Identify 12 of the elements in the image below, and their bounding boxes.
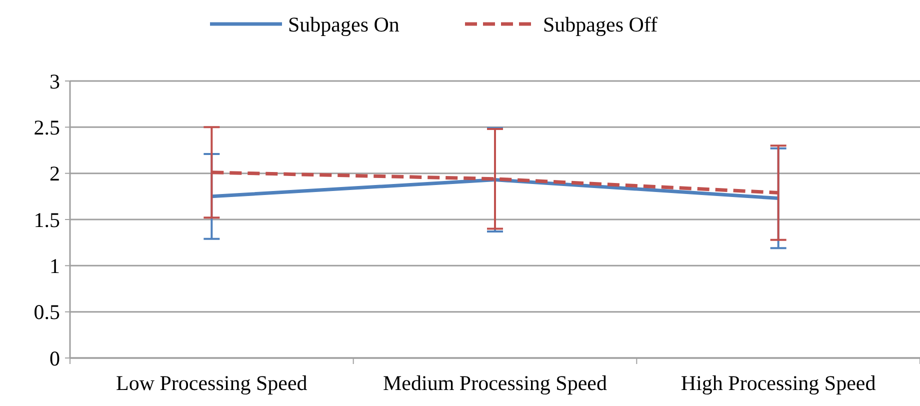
y-tick-label: 2 <box>50 162 60 186</box>
x-tick-label: Medium Processing Speed <box>383 371 608 395</box>
y-tick-label: 0.5 <box>34 300 60 324</box>
y-tick-label: 0 <box>50 346 60 370</box>
legend-label: Subpages Off <box>543 12 658 36</box>
y-tick-label: 3 <box>50 69 60 94</box>
legend-label: Subpages On <box>288 12 400 36</box>
y-tick-label: 1 <box>50 254 60 278</box>
x-tick-label: High Processing Speed <box>680 371 876 395</box>
y-tick-label: 1.5 <box>34 208 60 232</box>
y-tick-label: 2.5 <box>34 116 60 140</box>
x-tick-label: Low Processing Speed <box>116 371 308 395</box>
